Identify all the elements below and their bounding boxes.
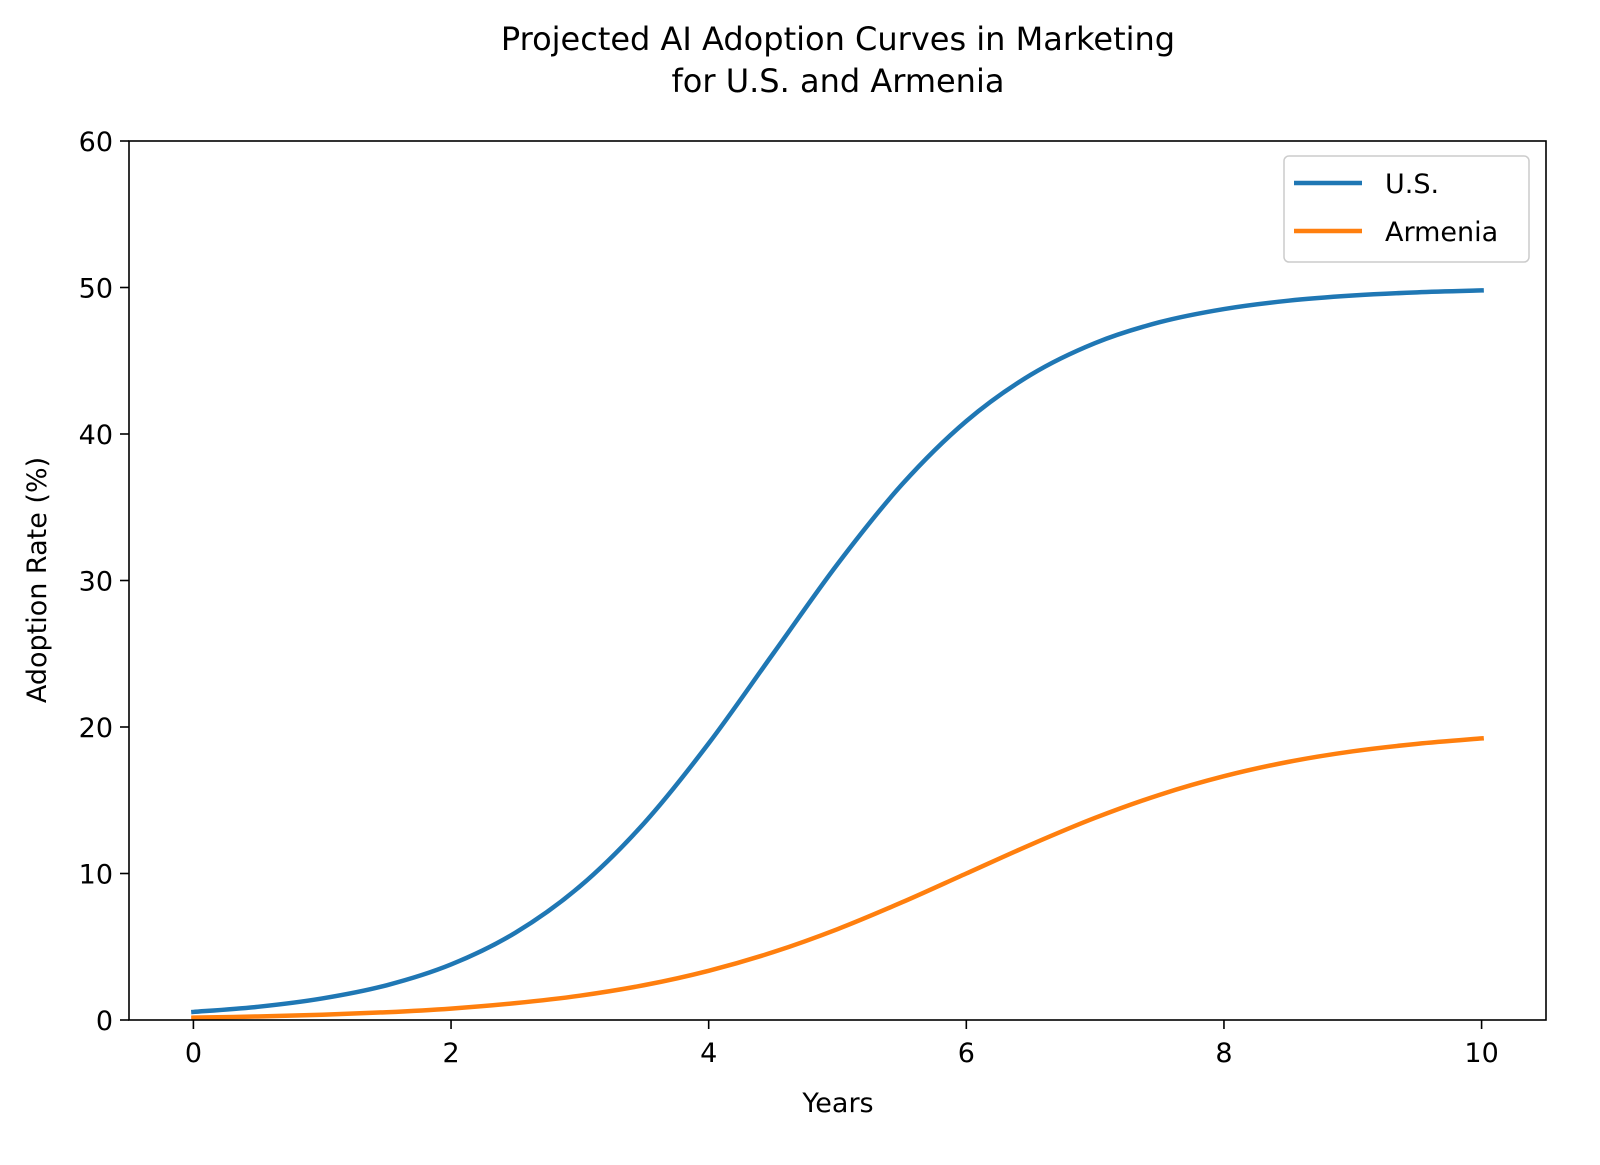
legend-label-armenia: Armenia (1385, 217, 1498, 248)
y-tick-label: 60 (79, 127, 113, 158)
x-tick-label: 4 (700, 1038, 717, 1069)
y-axis-label: Adoption Rate (%) (22, 457, 53, 703)
chart-title-line-1: Projected AI Adoption Curves in Marketin… (501, 20, 1175, 58)
legend-label-us: U.S. (1385, 169, 1439, 200)
chart-title-line-2: for U.S. and Armenia (672, 62, 1005, 100)
x-tick-label: 0 (185, 1038, 202, 1069)
y-tick-label: 30 (79, 567, 113, 598)
y-tick-label: 10 (79, 860, 113, 891)
x-tick-label: 8 (1215, 1038, 1232, 1069)
x-tick-label: 10 (1464, 1038, 1498, 1069)
y-tick-label: 40 (79, 420, 113, 451)
y-tick-label: 50 (79, 274, 113, 305)
series-line-us (190, 288, 1484, 1015)
x-axis-label: Years (801, 1088, 873, 1119)
legend: U.S. Armenia (1283, 155, 1530, 263)
y-tick-label: 0 (96, 1006, 113, 1037)
plot-frame (128, 140, 1547, 1021)
y-tick-label: 20 (79, 713, 113, 744)
x-tick-label: 6 (958, 1038, 975, 1069)
series-line-armenia (191, 735, 1485, 1020)
x-tick-label: 2 (442, 1038, 459, 1069)
